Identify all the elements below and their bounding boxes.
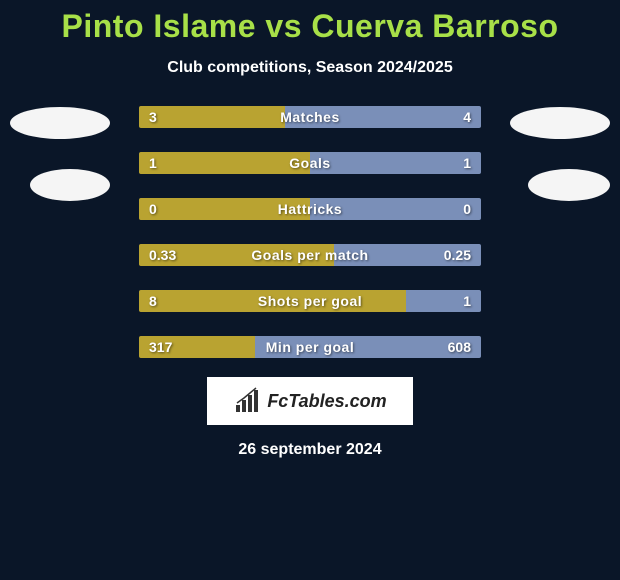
page-title: Pinto Islame vs Cuerva Barroso xyxy=(0,8,620,45)
stat-value-right: 1 xyxy=(463,155,471,171)
team-badge xyxy=(528,169,610,201)
stat-value-left: 0 xyxy=(149,201,157,217)
comparison-card: Pinto Islame vs Cuerva Barroso Club comp… xyxy=(0,0,620,459)
stat-value-right: 608 xyxy=(448,339,471,355)
right-team-badges xyxy=(510,105,610,201)
date-label: 26 september 2024 xyxy=(0,441,620,459)
stat-value-right: 0 xyxy=(463,201,471,217)
logo-text: FcTables.com xyxy=(267,391,386,412)
stat-value-right: 4 xyxy=(463,109,471,125)
stat-row: 0 0 Hattricks xyxy=(138,197,482,221)
stat-bar-left xyxy=(139,106,285,128)
logo-box: FcTables.com xyxy=(207,377,413,425)
stat-name: Hattricks xyxy=(278,201,342,217)
stat-value-left: 8 xyxy=(149,293,157,309)
stat-name: Shots per goal xyxy=(258,293,362,309)
team-badge xyxy=(10,107,110,139)
team-badge xyxy=(30,169,110,201)
team-badge xyxy=(510,107,610,139)
fctables-logo-icon xyxy=(233,387,261,415)
stat-bar-right xyxy=(310,152,481,174)
subtitle: Club competitions, Season 2024/2025 xyxy=(0,59,620,77)
stat-row: 1 1 Goals xyxy=(138,151,482,175)
content-area: 3 4 Matches 1 1 Goals 0 0 Hattricks 0.33 0.25 Goals… xyxy=(0,105,620,459)
stat-row: 0.33 0.25 Goals per match xyxy=(138,243,482,267)
stat-name: Goals xyxy=(289,155,330,171)
stat-name: Matches xyxy=(280,109,340,125)
stat-row: 317 608 Min per goal xyxy=(138,335,482,359)
stats-bars: 3 4 Matches 1 1 Goals 0 0 Hattricks 0.33 0.25 Goals… xyxy=(138,105,482,359)
stat-value-left: 0.33 xyxy=(149,247,176,263)
stat-value-right: 0.25 xyxy=(444,247,471,263)
stat-name: Min per goal xyxy=(266,339,354,355)
stat-row: 8 1 Shots per goal xyxy=(138,289,482,313)
stat-row: 3 4 Matches xyxy=(138,105,482,129)
stat-value-left: 3 xyxy=(149,109,157,125)
stat-name: Goals per match xyxy=(251,247,368,263)
stat-value-left: 1 xyxy=(149,155,157,171)
left-team-badges xyxy=(10,105,110,201)
stat-bar-left xyxy=(139,152,310,174)
stat-value-left: 317 xyxy=(149,339,172,355)
stat-value-right: 1 xyxy=(463,293,471,309)
